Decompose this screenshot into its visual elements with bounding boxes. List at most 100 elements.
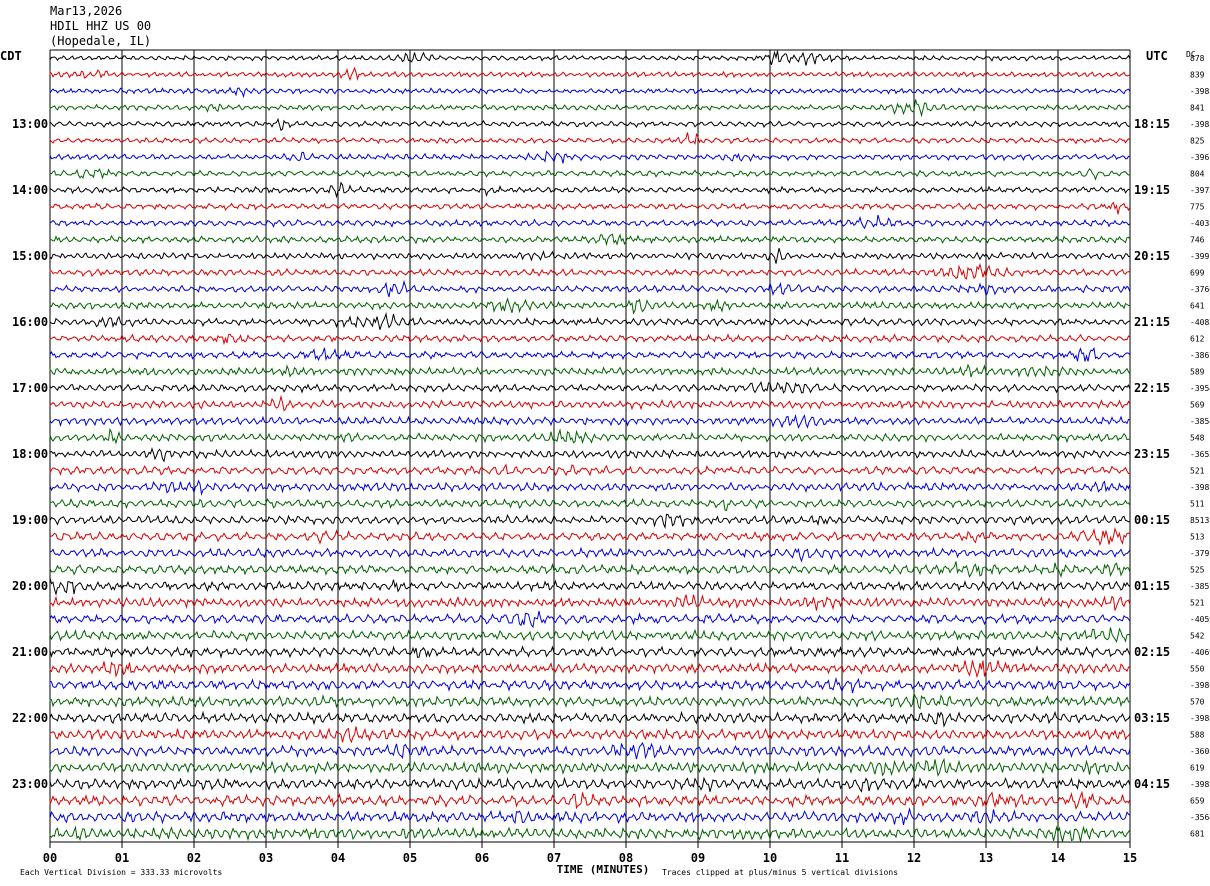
x-tick-label-04: 04 (331, 851, 345, 865)
x-tick-label-11: 11 (835, 851, 849, 865)
right-hour-label-0115: 01:15 (1134, 579, 1170, 593)
dc-offset-18: 612 (1190, 335, 1205, 344)
dc-offset-10: 775 (1190, 203, 1205, 212)
dc-offset-40: 570 (1190, 698, 1205, 707)
dc-offset-48: 681 (1190, 830, 1205, 839)
x-tick-label-07: 07 (547, 851, 561, 865)
dc-offset-20: 589 (1190, 368, 1205, 377)
left-timezone-label: CDT (0, 49, 22, 63)
date-label: Mar13,2026 (50, 4, 123, 18)
dc-offset-36: 542 (1190, 632, 1205, 641)
x-axis-title: TIME (MINUTES) (557, 863, 650, 876)
trace-row-31 (49, 546, 1131, 563)
left-hour-label-2200: 22:00 (12, 711, 48, 725)
trace-row-35 (49, 610, 1131, 629)
right-hour-label-2015: 20:15 (1134, 249, 1170, 263)
right-hour-label-0415: 04:15 (1134, 777, 1170, 791)
x-tick-label-05: 05 (403, 851, 417, 865)
dc-offset-7: -39617 (1190, 153, 1210, 162)
trace-row-12 (49, 233, 1131, 247)
dc-offset-29: 8513 (1190, 516, 1209, 525)
right-hour-label-0215: 02:15 (1134, 645, 1170, 659)
trace-row-19 (49, 346, 1131, 362)
left-hour-label-1300: 13:00 (12, 117, 48, 131)
trace-row-27 (49, 479, 1131, 496)
seismic-traces (49, 50, 1131, 842)
right-hour-label-1815: 18:15 (1134, 117, 1170, 131)
dc-offset-32: 525 (1190, 566, 1205, 575)
trace-row-25 (49, 447, 1131, 463)
trace-row-48 (49, 825, 1131, 842)
dc-offset-16: 641 (1190, 302, 1205, 311)
dc-offset-45: -39828 (1190, 780, 1210, 789)
trace-row-3 (49, 86, 1131, 99)
trace-row-30 (49, 526, 1131, 547)
dc-offset-1: 878 (1190, 54, 1205, 63)
scale-note: Each Vertical Division = 333.33 microvol… (20, 868, 222, 877)
x-tick-label-12: 12 (907, 851, 921, 865)
dc-offset-12: 746 (1190, 236, 1205, 245)
trace-row-42 (49, 726, 1131, 744)
x-tick-label-00: 00 (43, 851, 57, 865)
dc-offset-38: 550 (1190, 665, 1205, 674)
left-hour-label-1400: 14:00 (12, 183, 48, 197)
trace-row-16 (49, 297, 1131, 315)
left-hour-label-1500: 15:00 (12, 249, 48, 263)
dc-offset-4: 841 (1190, 104, 1205, 113)
dc-offset-34: 521 (1190, 599, 1205, 608)
x-tick-label-14: 14 (1051, 851, 1065, 865)
dc-offset-2: 839 (1190, 71, 1205, 80)
dc-offset-9: -39737 (1190, 186, 1210, 195)
right-hour-label-0315: 03:15 (1134, 711, 1170, 725)
trace-row-37 (49, 645, 1131, 660)
right-hour-label-1915: 19:15 (1134, 183, 1170, 197)
left-hour-label-1900: 19:00 (12, 513, 48, 527)
trace-row-21 (49, 380, 1131, 394)
dc-offset-21: -39544 (1190, 384, 1210, 393)
dc-offset-23: -38543 (1190, 417, 1210, 426)
trace-row-45 (49, 776, 1131, 793)
dc-offset-41: -39808 (1190, 714, 1210, 723)
trace-row-47 (49, 807, 1131, 826)
dc-offset-5: -39875 (1190, 120, 1210, 129)
trace-row-23 (49, 413, 1130, 430)
dc-offset-30: 513 (1190, 533, 1205, 542)
trace-row-17 (49, 312, 1131, 330)
trace-row-28 (49, 497, 1131, 512)
trace-row-33 (49, 577, 1131, 596)
trace-row-29 (49, 513, 1131, 530)
trace-row-44 (49, 757, 1131, 777)
trace-row-22 (49, 394, 1131, 412)
x-tick-label-09: 09 (691, 851, 705, 865)
location-label: (Hopedale, IL) (50, 34, 152, 48)
dc-offset-47: -35644 (1190, 813, 1210, 822)
dc-offset-31: -37920 (1190, 549, 1210, 558)
trace-row-14 (49, 262, 1131, 280)
dc-offset-22: 569 (1190, 401, 1205, 410)
left-hour-label-2000: 20:00 (12, 579, 48, 593)
trace-row-10 (49, 201, 1131, 215)
axis-labels: 00 01 02 03 04 05 06 07 08 09 10 11 12 13 14 15 878 839 -3… (12, 54, 1210, 877)
station-label: HDIL HHZ US 00 (50, 19, 152, 33)
trace-row-18 (49, 333, 1131, 346)
x-tick-label-08: 08 (619, 851, 633, 865)
dc-offset-11: -40353 (1190, 219, 1210, 228)
clip-note: Traces clipped at plus/minus 5 vertical … (662, 868, 898, 877)
trace-row-2 (49, 66, 1131, 82)
left-hour-label-2100: 21:00 (12, 645, 48, 659)
right-hour-label-2315: 23:15 (1134, 447, 1170, 461)
dc-offset-28: 511 (1190, 500, 1205, 509)
x-tick-label-13: 13 (979, 851, 993, 865)
trace-row-8 (49, 167, 1131, 181)
trace-row-36 (49, 627, 1131, 644)
trace-row-9 (49, 181, 1131, 199)
x-tick-label-03: 03 (259, 851, 273, 865)
trace-row-43 (49, 741, 1131, 760)
trace-row-7 (49, 150, 1131, 164)
dc-offset-14: 699 (1190, 269, 1205, 278)
trace-row-41 (49, 710, 1131, 728)
dc-offset-8: 804 (1190, 170, 1205, 179)
